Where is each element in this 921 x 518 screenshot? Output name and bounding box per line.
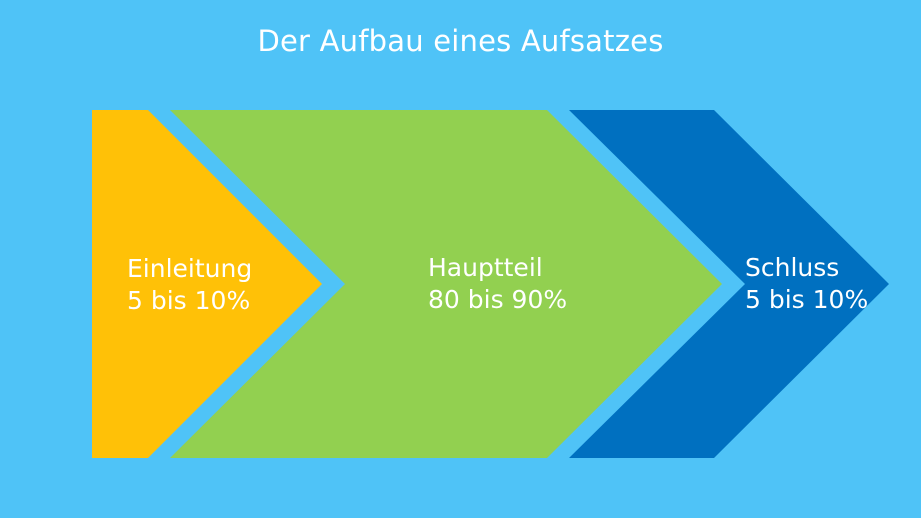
segment-einleitung-name: Einleitung: [127, 254, 253, 283]
segment-einleitung-share: 5 bis 10%: [127, 286, 251, 315]
segment-hauptteil-label: Hauptteil 80 bis 90%: [428, 252, 567, 316]
segment-hauptteil-shape: [170, 110, 722, 458]
segment-schluss-name: Schluss: [745, 253, 840, 282]
segment-hauptteil-name: Hauptteil: [428, 253, 543, 282]
segment-schluss-shape: [569, 110, 889, 458]
segment-schluss-label: Schluss 5 bis 10%: [745, 252, 868, 316]
segment-schluss-share: 5 bis 10%: [745, 285, 869, 314]
segment-einleitung-shape: [92, 110, 322, 458]
segment-einleitung-label: Einleitung 5 bis 10%: [127, 253, 252, 317]
segment-hauptteil-share: 80 bis 90%: [428, 285, 568, 314]
diagram-title: Der Aufbau eines Aufsatzes: [257, 24, 664, 58]
